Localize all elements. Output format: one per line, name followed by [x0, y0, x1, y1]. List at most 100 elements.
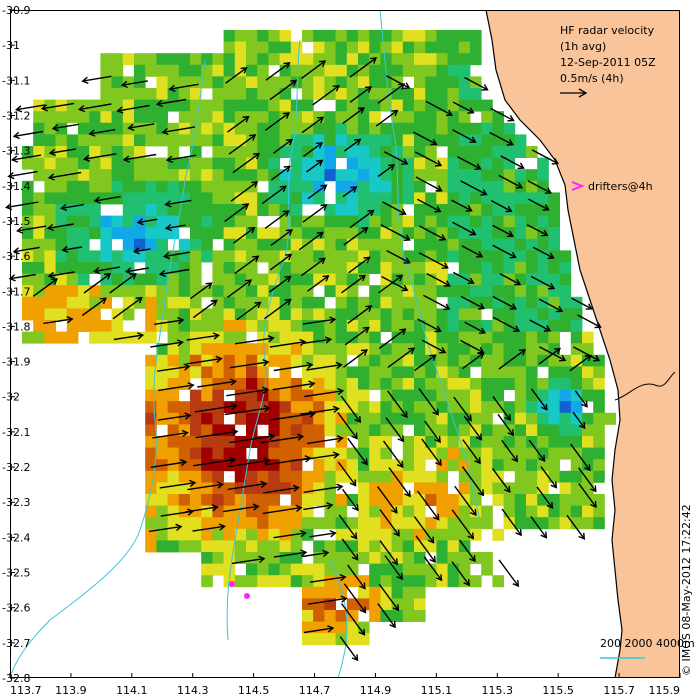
velocity-cell: [526, 378, 538, 390]
velocity-cell: [503, 517, 516, 530]
velocity-cell: [447, 378, 460, 390]
velocity-cell: [156, 273, 168, 286]
velocity-cell: [190, 517, 202, 530]
velocity-arrow: [226, 279, 253, 298]
velocity-cell: [470, 389, 482, 402]
velocity-cell: [447, 366, 460, 379]
velocity-arrow: [498, 349, 527, 370]
velocity-cell: [145, 412, 157, 425]
velocity-cell: [167, 528, 180, 541]
velocity-cell: [346, 424, 359, 437]
velocity-cell: [414, 575, 426, 588]
velocity-cell: [369, 575, 381, 588]
velocity-cell: [526, 354, 538, 367]
velocity-cell: [190, 215, 202, 228]
velocity-arrow: [377, 83, 406, 104]
velocity-cell: [134, 227, 146, 240]
velocity-cell: [526, 505, 538, 518]
velocity-cell: [346, 540, 359, 553]
velocity-cell: [335, 424, 348, 437]
velocity-cell: [548, 436, 560, 448]
velocity-cell: [302, 180, 314, 193]
velocity-cell: [268, 470, 280, 483]
velocity-cell: [436, 447, 448, 460]
velocity-cell: [156, 285, 168, 298]
velocity-cell: [436, 343, 448, 356]
velocity-cell: [212, 296, 224, 309]
velocity-cell: [481, 238, 493, 251]
velocity-cell: [212, 320, 224, 332]
velocity-cell: [100, 53, 112, 66]
velocity-cell: [302, 169, 314, 182]
velocity-cell: [425, 366, 437, 379]
velocity-arrow: [93, 266, 121, 275]
velocity-cell: [369, 76, 381, 89]
velocity-cell: [89, 320, 101, 332]
velocity-cell: [414, 157, 426, 170]
velocity-cell: [313, 262, 325, 274]
velocity-cell: [279, 447, 292, 460]
velocity-cell: [458, 343, 471, 356]
velocity-cell: [78, 157, 90, 170]
velocity-cell: [78, 273, 90, 286]
velocity-cell: [246, 354, 258, 367]
velocity-cell: [33, 250, 45, 263]
velocity-cell: [302, 64, 314, 77]
velocity-cell: [156, 296, 168, 309]
velocity-cell: [425, 308, 437, 321]
velocity-cell: [156, 308, 168, 321]
velocity-cell: [414, 192, 426, 205]
velocity-arrow: [164, 223, 186, 232]
velocity-cell: [335, 215, 348, 228]
velocity-cell: [391, 285, 404, 298]
velocity-cell: [257, 157, 269, 170]
velocity-cell: [436, 563, 448, 576]
velocity-cell: [582, 494, 594, 506]
velocity-cell: [212, 401, 224, 414]
velocity-cell: [414, 610, 426, 622]
velocity-cell: [156, 53, 168, 66]
velocity-cell: [89, 180, 101, 193]
velocity-cell: [391, 296, 404, 309]
x-tick-label: 114.9: [360, 684, 392, 697]
velocity-cell: [436, 320, 448, 332]
velocity-arrow: [340, 603, 366, 636]
velocity-cell: [402, 215, 415, 228]
velocity-cell: [369, 122, 381, 135]
velocity-cell: [122, 238, 135, 251]
velocity-cell: [470, 436, 482, 448]
velocity-cell: [537, 505, 549, 518]
velocity-arrow: [272, 380, 316, 391]
velocity-cell: [313, 76, 325, 89]
velocity-cell: [559, 517, 572, 530]
velocity-cell: [257, 505, 269, 518]
velocity-cell: [167, 192, 180, 205]
velocity-cell: [66, 285, 79, 298]
velocity-cell: [290, 262, 303, 274]
velocity-cell: [559, 424, 572, 437]
velocity-cell: [369, 146, 381, 158]
velocity-cell: [414, 262, 426, 274]
velocity-cell: [33, 157, 45, 170]
velocity-cell: [526, 412, 538, 425]
velocity-cell: [134, 180, 146, 193]
velocity-cell: [514, 331, 527, 344]
velocity-arrow: [309, 529, 337, 538]
velocity-cell: [122, 53, 135, 66]
velocity-cell: [436, 517, 448, 530]
velocity-cell: [302, 610, 314, 622]
velocity-cell: [324, 146, 336, 158]
velocity-cell: [559, 250, 572, 263]
velocity-cell: [201, 285, 213, 298]
velocity-cell: [414, 88, 426, 100]
velocity-arrow: [236, 301, 262, 321]
velocity-cell: [190, 389, 202, 402]
velocity-cell: [89, 215, 101, 228]
velocity-arrow: [569, 354, 592, 372]
velocity-cell: [44, 169, 56, 182]
velocity-cell: [425, 204, 437, 216]
velocity-cell: [145, 215, 157, 228]
velocity-cell: [346, 366, 359, 379]
velocity-cell: [145, 331, 157, 344]
velocity-cell: [190, 540, 202, 553]
